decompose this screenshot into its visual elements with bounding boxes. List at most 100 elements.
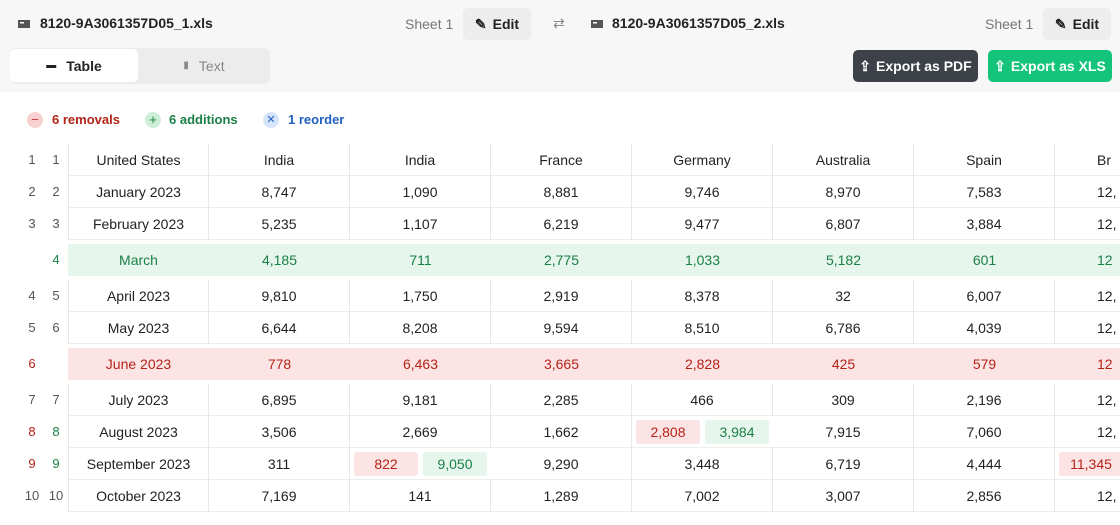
edit-label: Edit	[1072, 16, 1100, 32]
table-cell: 6,463	[350, 348, 491, 380]
table-cell: 6,219	[491, 208, 632, 240]
table-cell: 466	[632, 384, 773, 416]
row-number-right: 3	[52, 216, 60, 231]
right-edit[interactable]: ✎ Edit	[1043, 8, 1111, 40]
left-edit[interactable]: ✎ Edit	[463, 8, 531, 40]
table-cell: 2,669	[350, 416, 491, 448]
table-cell: 2,775	[491, 244, 632, 276]
row-number-right: 8	[52, 424, 60, 439]
table-cell: 12,	[1055, 312, 1120, 344]
row-number-left: 9	[28, 456, 36, 471]
table-cell: 4,185	[209, 244, 350, 276]
additions: 6 additions	[169, 112, 238, 127]
table-cell: 8,747	[209, 176, 350, 208]
table-cell: September 2023	[68, 448, 209, 480]
table-cell: 32	[773, 280, 914, 312]
table-cell: 12,	[1055, 480, 1120, 512]
table-cell: 6,719	[773, 448, 914, 480]
table-cell: 3,506	[209, 416, 350, 448]
table-cell: 1,107	[350, 208, 491, 240]
file-icon	[591, 20, 603, 28]
table-cell: April 2023	[68, 280, 209, 312]
table-cell: 1,750	[350, 280, 491, 312]
table-cell: 9,181	[350, 384, 491, 416]
table-cell: 12,	[1055, 416, 1120, 448]
table-cell: Germany	[632, 144, 773, 176]
table-cell: Br	[1055, 144, 1120, 176]
export-pdf[interactable]: ⇪ Export as PDF	[853, 50, 978, 82]
tab-table[interactable]: ▬ Table	[10, 49, 138, 82]
table-cell: October 2023	[68, 480, 209, 512]
table-cell: 425	[773, 348, 914, 380]
table-cell: 7,060	[914, 416, 1055, 448]
table-cell: 5,235	[209, 208, 350, 240]
table-cell: 1,289	[491, 480, 632, 512]
row-number-right: 2	[52, 184, 60, 199]
addition-icon: +	[145, 112, 161, 128]
table-cell: 6,786	[773, 312, 914, 344]
row-number-left: 8	[28, 424, 36, 439]
row-number-left: 6	[28, 356, 36, 371]
table-cell: 601	[914, 244, 1055, 276]
table-cell: 8,378	[632, 280, 773, 312]
row-number-right: 9	[52, 456, 60, 471]
old-value: 2,808	[636, 420, 700, 444]
row-number-right: 1	[52, 152, 60, 167]
right-sheet[interactable]: Sheet 1	[985, 16, 1034, 32]
table-cell: 9,746	[632, 176, 773, 208]
table-cell: 5,182	[773, 244, 914, 276]
table-cell: January 2023	[68, 176, 209, 208]
table-cell: 8,208	[350, 312, 491, 344]
table-cell: 1,033	[632, 244, 773, 276]
table-cell: 9,290	[491, 448, 632, 480]
table-cell: 6,895	[209, 384, 350, 416]
file-icon	[18, 20, 30, 28]
table-cell: 4,444	[914, 448, 1055, 480]
table-cell: August 2023	[68, 416, 209, 448]
table-cell: 2,196	[914, 384, 1055, 416]
row-number-left: 5	[28, 320, 36, 335]
table-cell: 141	[350, 480, 491, 512]
row-number-left: 10	[24, 488, 40, 503]
table-cell: March	[68, 244, 209, 276]
table-cell: 3,884	[914, 208, 1055, 240]
table-cell: 3,665	[491, 348, 632, 380]
row-number-left: 3	[28, 216, 36, 231]
table-cell: 8,510	[632, 312, 773, 344]
row-number-right: 5	[52, 288, 60, 303]
table-cell: 12,	[1055, 176, 1120, 208]
table-cell: 9,477	[632, 208, 773, 240]
table-cell: 4,039	[914, 312, 1055, 344]
tab-label: Text	[198, 57, 225, 74]
table-cell: 7,169	[209, 480, 350, 512]
row-number-left: 7	[28, 392, 36, 407]
table-cell: February 2023	[68, 208, 209, 240]
button-label: Export as PDF	[876, 58, 972, 74]
table-cell: 3,448	[632, 448, 773, 480]
right-file: 8120-9A3061357D05_2.xls	[612, 15, 785, 31]
table-cell: May 2023	[68, 312, 209, 344]
row-number-left: 4	[28, 288, 36, 303]
left-file: 8120-9A3061357D05_1.xls	[40, 15, 213, 31]
button-label: Export as XLS	[1010, 58, 1106, 74]
removals: 6 removals	[52, 112, 120, 127]
table-cell: 9,810	[209, 280, 350, 312]
row-number-right: 6	[52, 320, 60, 335]
left-sheet[interactable]: Sheet 1	[405, 16, 454, 32]
tab-text[interactable]: ▮ Text	[183, 57, 225, 74]
row-number-right: 4	[52, 252, 60, 267]
table-cell: 2,285	[491, 384, 632, 416]
table-cell: 8,881	[491, 176, 632, 208]
table-cell: 2,856	[914, 480, 1055, 512]
table-cell: 579	[914, 348, 1055, 380]
table-cell: 12,	[1055, 384, 1120, 416]
table-cell: 2,828	[632, 348, 773, 380]
export-xls[interactable]: ⇪ Export as XLS	[988, 50, 1112, 82]
row-number-right: 10	[48, 488, 64, 503]
table-cell: 8,970	[773, 176, 914, 208]
row-number-left: 2	[28, 184, 36, 199]
table-cell: 711	[350, 244, 491, 276]
table-cell: 309	[773, 384, 914, 416]
